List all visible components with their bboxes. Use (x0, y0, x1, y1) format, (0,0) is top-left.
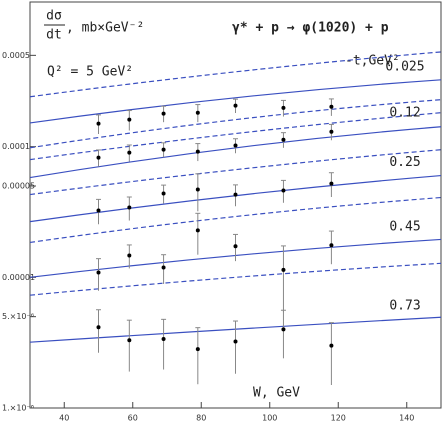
data-point (96, 155, 101, 160)
series-label: 0.025 (385, 59, 424, 74)
data-point (127, 150, 132, 155)
plot-frame (29, 1, 442, 409)
data-point (96, 270, 101, 275)
x-tick-label: 60 (128, 414, 138, 423)
annotation: Q² = 5 GeV² (47, 65, 133, 80)
series-label: 0.45 (389, 220, 420, 235)
series-label: 0.73 (389, 298, 420, 313)
y-tick-label: 0.0001 (2, 142, 30, 151)
data-point (281, 188, 286, 193)
data-point (233, 192, 238, 197)
solid-curve (29, 79, 442, 124)
data-point (281, 137, 286, 142)
data-point (329, 104, 334, 109)
y-tick-label: 0.00001 (2, 273, 35, 282)
x-tick-label: 80 (196, 414, 206, 423)
data-point (281, 327, 286, 332)
data-point (281, 105, 286, 110)
x-tick-label: 40 (59, 414, 69, 423)
data-point (161, 191, 166, 196)
data-point (127, 205, 132, 210)
data-point (329, 129, 334, 134)
data-point (195, 228, 200, 233)
x-tick-label: 120 (331, 414, 346, 423)
data-point (161, 265, 166, 270)
y-label-denominator: dt (46, 28, 62, 43)
series-label: 0.25 (389, 155, 420, 170)
y-tick-label: 0.00005 (2, 182, 35, 191)
y-tick-label: 1.×10⁻⁶ (2, 404, 34, 413)
x-axis-label: W, GeV (253, 386, 300, 401)
dashed-curve (29, 99, 442, 149)
series-label: 0.12 (389, 106, 420, 121)
data-point (329, 243, 334, 248)
data-point (127, 117, 132, 122)
x-tick-label: 100 (262, 414, 277, 423)
data-point (195, 149, 200, 154)
data-point (233, 143, 238, 148)
data-point (96, 121, 101, 126)
data-point (127, 253, 132, 258)
dashed-curve (29, 262, 442, 296)
data-point (161, 111, 166, 116)
data-point (195, 347, 200, 352)
data-point (233, 339, 238, 344)
y-tick-label: 0.0005 (2, 51, 30, 60)
data-point (233, 103, 238, 108)
y-label-numerator: dσ (46, 9, 62, 24)
legend-title: -t,GeV² (345, 54, 400, 69)
y-label-unit: , mb×GeV⁻² (66, 21, 144, 36)
data-point (329, 343, 334, 348)
data-point (233, 244, 238, 249)
data-point (96, 208, 101, 213)
data-point (161, 337, 166, 342)
data-point (161, 147, 166, 152)
data-point (281, 267, 286, 272)
data-point (195, 110, 200, 115)
x-tick-label: 140 (399, 414, 414, 423)
chart-title: γ* + p → φ(1020) + p (232, 21, 389, 36)
data-point (127, 338, 132, 343)
y-tick-label: 5.×10⁻⁶ (2, 312, 34, 321)
data-point (96, 325, 101, 330)
data-point (195, 187, 200, 192)
data-point (329, 181, 334, 186)
